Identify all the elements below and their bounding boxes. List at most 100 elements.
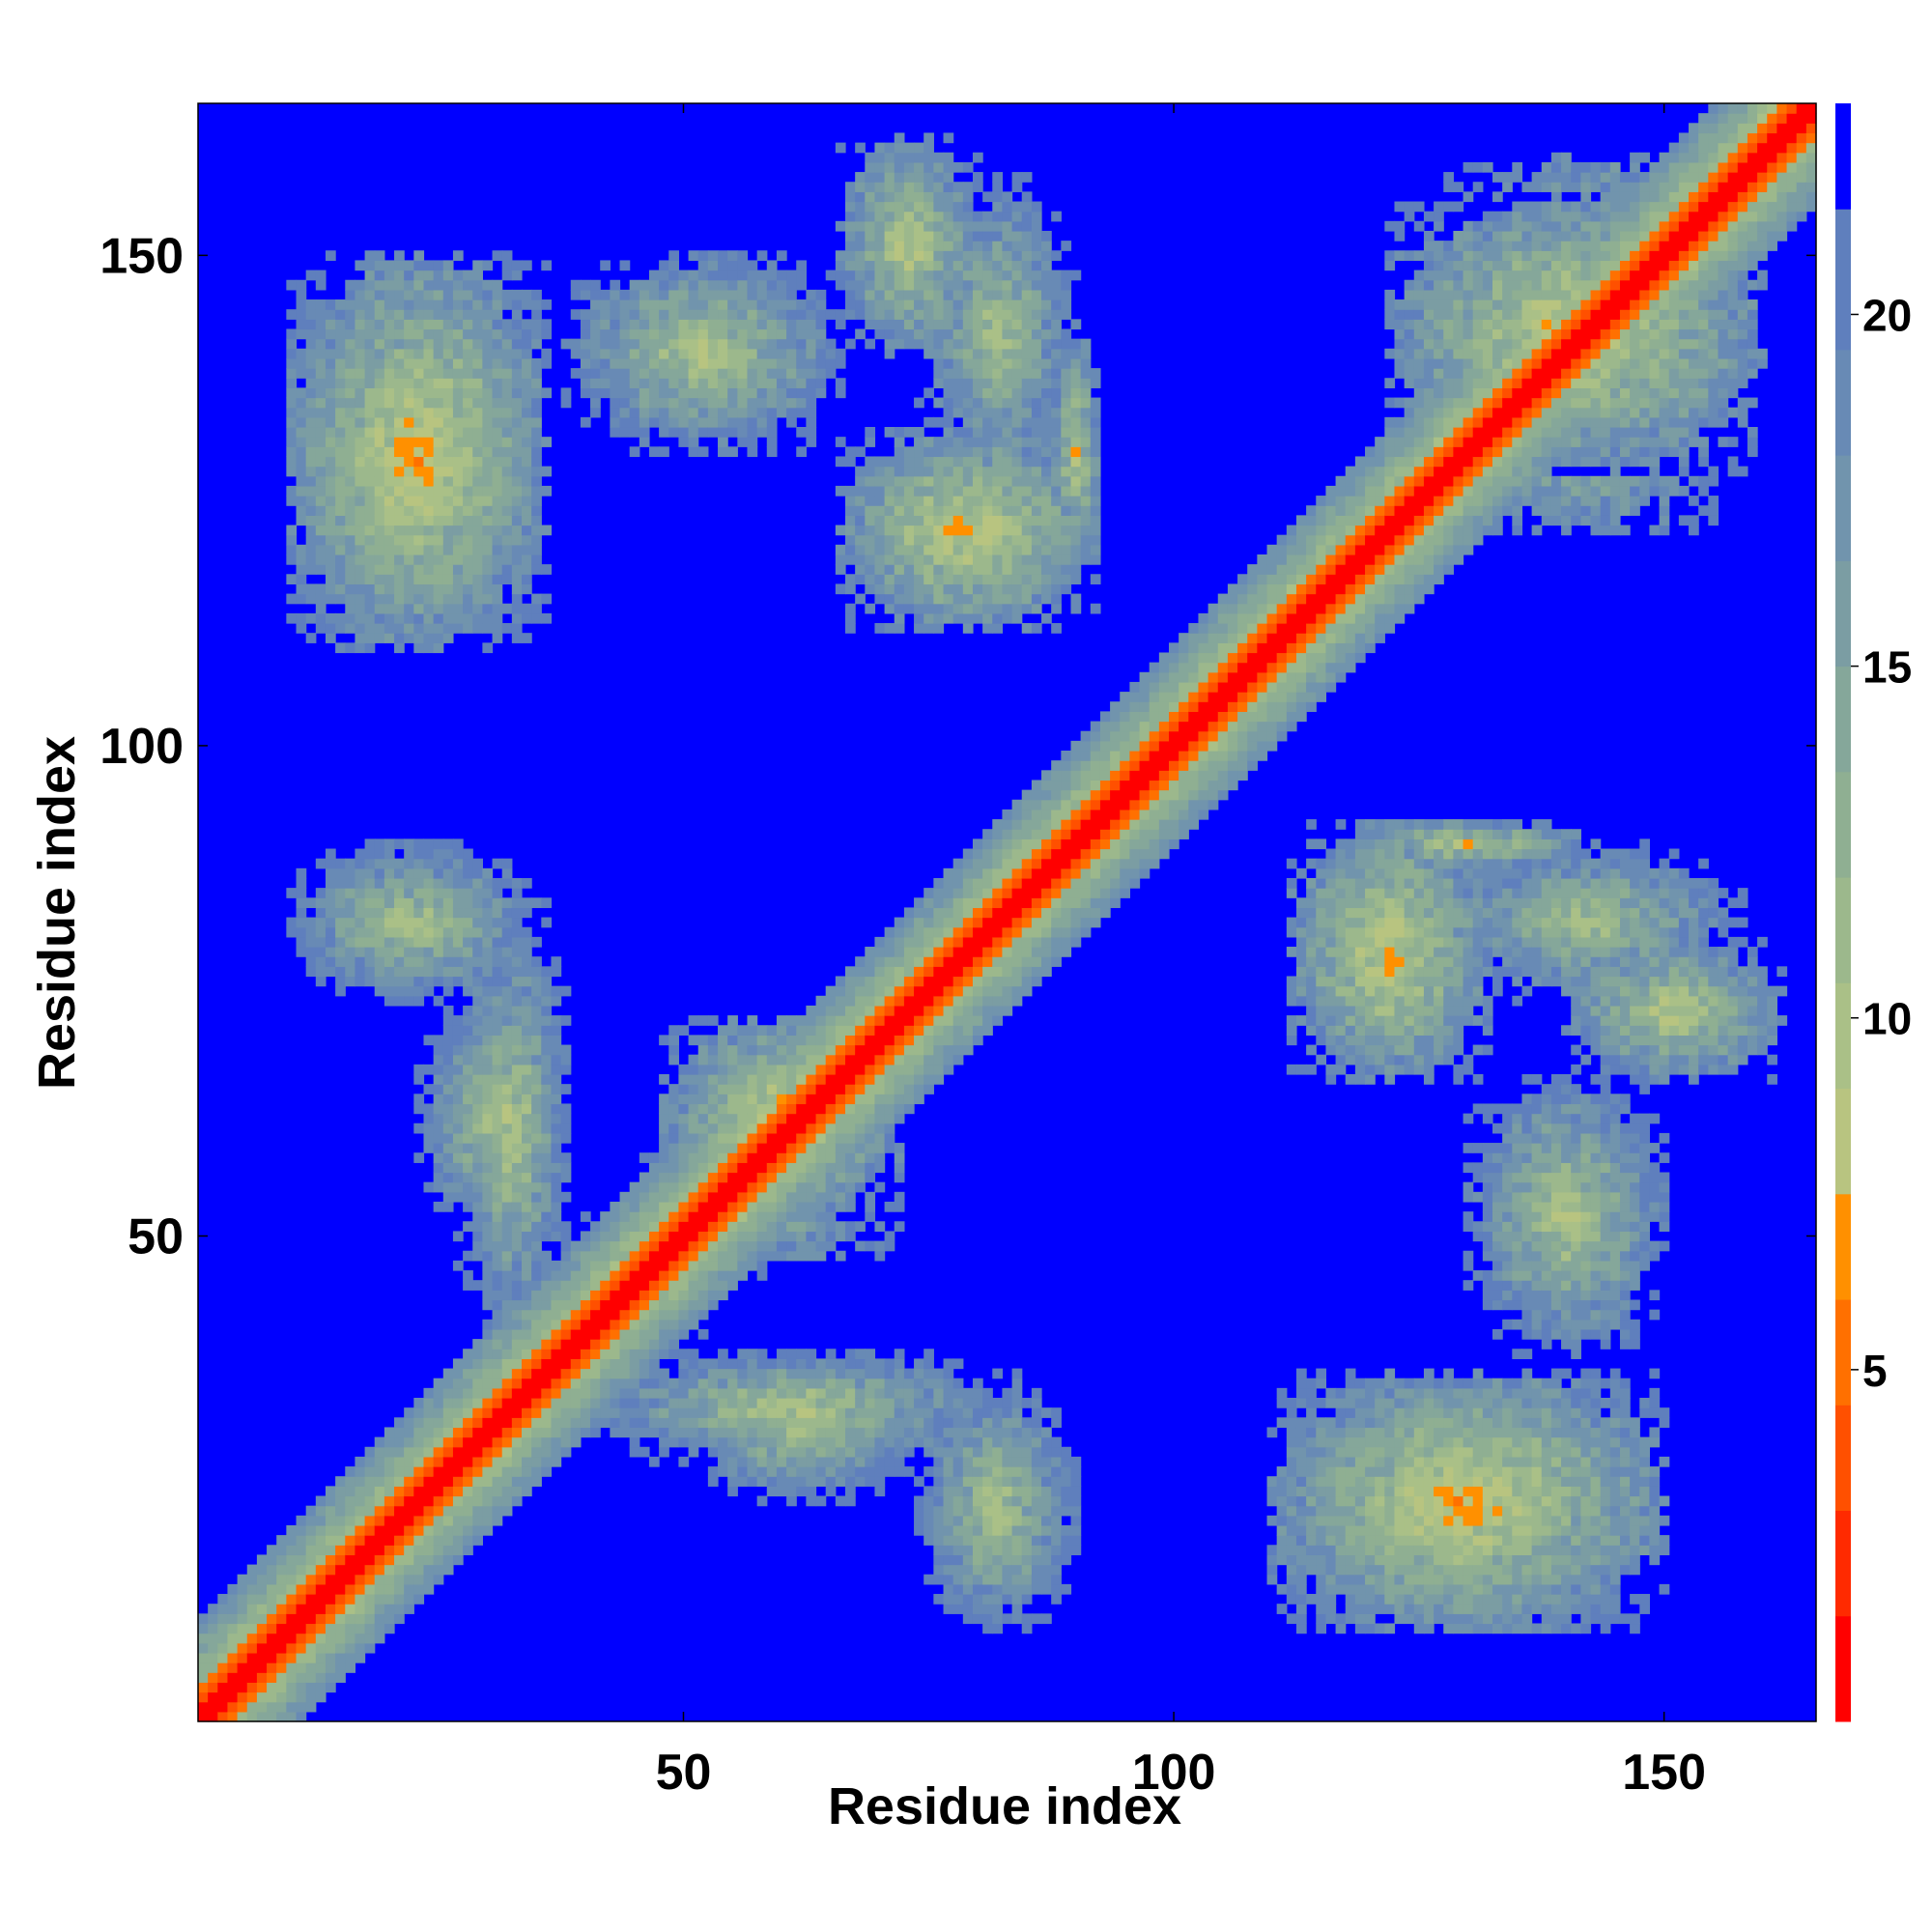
heatmap-cell [776,1486,787,1497]
heatmap-cell [688,1387,699,1399]
heatmap-cell [619,1417,631,1429]
heatmap-cell [315,593,327,605]
heatmap-cell [865,1152,876,1163]
heatmap-cell [364,623,376,634]
heatmap-cell [903,995,915,1007]
heatmap-cell [463,1122,473,1134]
heatmap-cell [972,1436,983,1448]
heatmap-cell [355,1535,366,1546]
heatmap-cell [678,1387,690,1399]
heatmap-cell [315,1642,327,1654]
heatmap-cell [855,1094,866,1105]
heatmap-cell [452,1427,464,1438]
heatmap-cell [718,1113,728,1124]
heatmap-cell [463,1035,473,1046]
heatmap-cell [345,907,356,919]
heatmap-cell [384,985,395,997]
heatmap-cell [374,867,385,879]
heatmap-cell [335,416,346,428]
heatmap-cell [315,1682,327,1693]
heatmap-cell [923,525,934,536]
heatmap-cell [590,1221,601,1233]
heatmap-cell [874,319,886,330]
heatmap-cell [835,1162,846,1174]
heatmap-cell [884,976,895,987]
heatmap-cell [943,475,954,487]
heatmap-cell [531,1349,542,1359]
heatmap-cell [825,1172,837,1183]
heatmap-cell [413,446,425,458]
heatmap-cell [943,299,954,310]
heatmap-cell [305,1574,317,1585]
heatmap-cell [531,995,542,1007]
heatmap-cell [786,1486,797,1497]
heatmap-cell [707,1358,719,1370]
heatmap-cell [355,1604,366,1614]
heatmap-cell [806,1015,817,1026]
heatmap-cell [629,1436,640,1448]
heatmap-cell [511,623,523,634]
heatmap-cell [874,1427,886,1438]
heatmap-cell [747,416,758,428]
heatmap-cell [423,1398,435,1408]
heatmap-cell [492,877,503,889]
heatmap-cell [835,985,846,997]
heatmap-cell [747,1181,758,1193]
heatmap-cell [452,1191,464,1203]
heatmap-cell [315,407,327,418]
heatmap-cell [776,1064,787,1075]
heatmap-cell [943,936,954,948]
heatmap-cell [914,338,924,350]
heatmap-cell [315,966,327,978]
heatmap-cell [384,446,395,458]
heatmap-cell [776,1436,787,1448]
heatmap-cell [522,1005,532,1016]
heatmap-cell [522,260,532,271]
heatmap-cell [600,1250,611,1262]
heatmap-cell [355,416,366,428]
heatmap-cell [315,534,327,546]
heatmap-cell [943,1564,954,1576]
heatmap-cell [600,1368,611,1379]
heatmap-cell [374,1535,385,1546]
heatmap-cell [678,416,690,428]
heatmap-cell [747,348,758,359]
heatmap-cell [776,1378,787,1389]
heatmap-cell [296,1594,307,1605]
heatmap-cell [590,1270,601,1281]
heatmap-cell [404,338,414,350]
heatmap-cell [442,279,454,291]
heatmap-cell [364,947,376,957]
heatmap-cell [433,427,444,438]
heatmap-cell [894,917,905,928]
heatmap-cell [600,299,611,310]
heatmap-cell [531,397,542,409]
heatmap-cell [707,357,719,369]
heatmap-cell [335,387,346,399]
heatmap-cell [943,161,954,173]
heatmap-cell [296,612,307,624]
heatmap-cell [355,1623,366,1634]
heatmap-cell [423,466,435,477]
heatmap-cell [747,1172,758,1183]
heatmap-cell [364,877,376,889]
heatmap-cell [894,1398,905,1408]
heatmap-cell [305,309,317,320]
heatmap-cell [914,1084,924,1094]
heatmap-cell [727,1436,738,1448]
heatmap-cell [678,1162,690,1174]
heatmap-cell [482,505,494,516]
heatmap-cell [384,378,395,388]
heatmap-cell [531,897,542,909]
heatmap-cell [707,1103,719,1115]
heatmap-cell [570,309,582,320]
heatmap-cell [668,1201,680,1212]
heatmap-cell [394,574,405,585]
heatmap-cell [914,241,924,251]
heatmap-cell [600,1280,611,1291]
heatmap-cell [952,603,964,614]
heatmap-cell [737,1260,749,1271]
heatmap-cell [923,1524,934,1536]
heatmap-cell [433,534,444,546]
heatmap-cell [374,888,385,898]
